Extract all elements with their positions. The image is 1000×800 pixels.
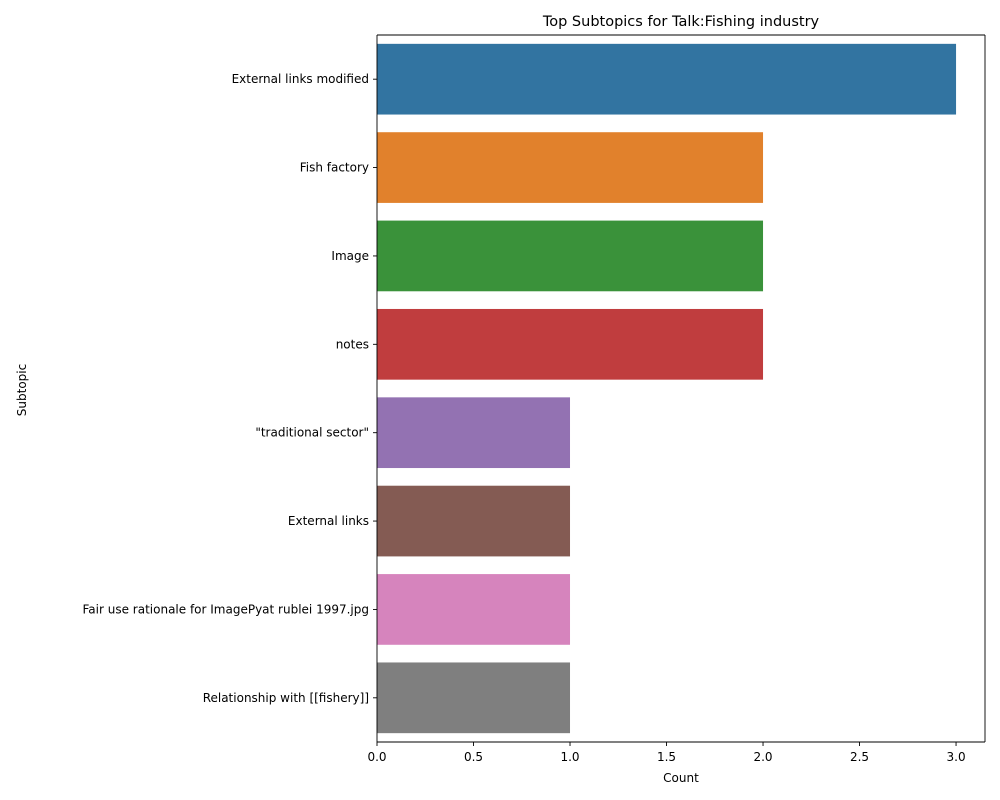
bar	[377, 220, 764, 292]
bar	[377, 662, 571, 734]
x-tick-label: 0.0	[367, 750, 386, 764]
chart-title: Top Subtopics for Talk:Fishing industry	[542, 14, 820, 30]
x-tick-label: 3.0	[947, 750, 966, 764]
bar	[377, 574, 571, 645]
y-tick-label: Image	[331, 249, 369, 263]
y-tick-label: notes	[336, 337, 369, 351]
bar	[377, 485, 571, 557]
bar	[377, 43, 957, 115]
x-tick-label: 2.0	[753, 750, 772, 764]
bar	[377, 132, 764, 203]
x-tick-label: 1.5	[657, 750, 676, 764]
x-axis-ticks: 0.0 0.5 1.0 1.5 2.0 2.5 3.0	[367, 742, 966, 764]
x-tick-label: 1.0	[560, 750, 579, 764]
axes-frame	[376, 34, 986, 743]
y-tick-label: "traditional sector"	[255, 426, 369, 440]
y-axis-label: Subtopic	[15, 364, 29, 416]
bars-group	[377, 43, 957, 734]
y-tick-label: Fish factory	[300, 161, 369, 175]
y-tick-label: Fair use rationale for ImagePyat rublei …	[83, 602, 370, 616]
bar	[377, 308, 764, 380]
y-tick-label: External links	[288, 514, 369, 528]
x-tick-label: 2.5	[850, 750, 869, 764]
y-tick-label: Relationship with [[fishery]]	[203, 691, 369, 705]
x-axis-label: Count	[663, 771, 699, 785]
bar	[377, 397, 571, 469]
y-axis-ticks: External links modified Fish factory Image…	[83, 72, 377, 705]
x-tick-label: 0.5	[464, 750, 483, 764]
y-tick-label: External links modified	[232, 72, 369, 86]
